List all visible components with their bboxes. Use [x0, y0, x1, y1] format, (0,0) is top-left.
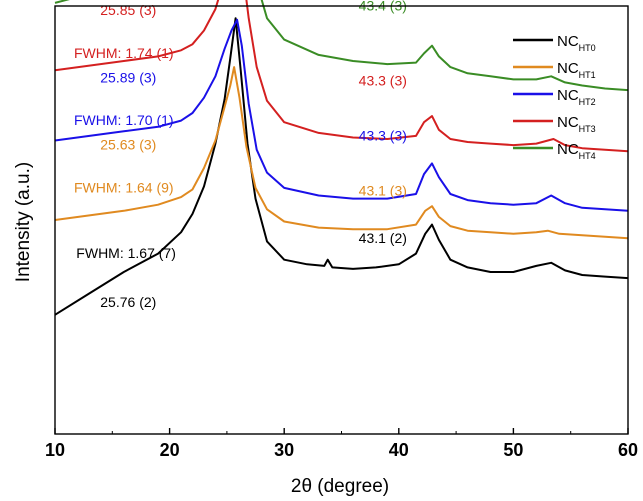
legend-label-ht4: NCHT4 — [557, 141, 596, 161]
legend-label-ht2: NCHT2 — [557, 87, 596, 107]
annotation-label: FWHM: 1.74 (1) — [74, 45, 174, 61]
annotation-label: 25.85 (3) — [100, 2, 156, 18]
series-line-ht2 — [54, 18, 629, 212]
x-tick-label: 20 — [160, 440, 180, 460]
annotation-label: 43.1 (3) — [359, 183, 407, 199]
x-axis-title: 2θ (degree) — [291, 476, 389, 497]
y-axis-title: Intensity (a.u.) — [13, 162, 34, 282]
annotation-label: FWHM: 1.70 (1) — [74, 112, 174, 128]
annotation-label: 25.76 (2) — [100, 294, 156, 310]
annotation-layer: FWHM: 1.67 (7) 25.76 (2) 43.1 (2) FWHM: 1.6… — [74, 0, 407, 310]
x-tick-label: 40 — [389, 440, 409, 460]
series-line-ht1 — [54, 66, 629, 240]
x-tick-label: 10 — [45, 440, 65, 460]
legend-label-ht3: NCHT3 — [557, 114, 596, 134]
annotation-label: 43.4 (3) — [359, 0, 407, 14]
tick-layer: 10 20 30 40 50 60 — [45, 428, 638, 460]
x-tick-label: 50 — [503, 440, 523, 460]
annotation-label: 43.3 (3) — [359, 128, 407, 144]
series-layer — [54, 0, 629, 316]
x-tick-label: 60 — [618, 440, 638, 460]
x-tick-label: 30 — [274, 440, 294, 460]
annotation-label: FWHM: 1.67 (7) — [76, 245, 176, 261]
annotation-label: FWHM: 1.64 (9) — [74, 180, 174, 196]
annotation-label: 25.89 (3) — [100, 69, 156, 85]
series-line-ht3 — [54, 0, 629, 153]
series-line-ht4 — [54, 0, 629, 92]
annotation-label: 25.63 (3) — [100, 137, 156, 153]
legend-label-ht1: NCHT1 — [557, 60, 596, 80]
annotation-label: 43.3 (3) — [359, 73, 407, 89]
series-line-ht0 — [54, 17, 629, 316]
legend: NCHT0 NCHT1 NCHT2 NCHT3 NCHT4 — [513, 33, 596, 161]
annotation-label: 43.1 (2) — [359, 230, 407, 246]
legend-label-ht0: NCHT0 — [557, 33, 596, 53]
